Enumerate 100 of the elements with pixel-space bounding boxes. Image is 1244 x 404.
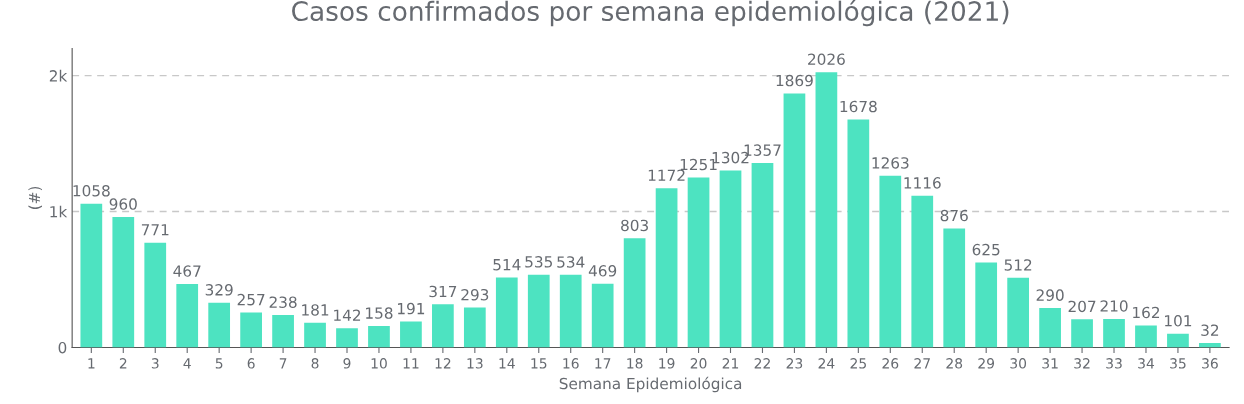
data-label: 1263 xyxy=(872,157,909,169)
bar xyxy=(1039,308,1061,348)
data-label: 1869 xyxy=(776,74,813,87)
bar xyxy=(272,315,294,348)
bar xyxy=(975,262,998,348)
bar xyxy=(911,195,934,348)
bar xyxy=(719,170,742,348)
y-axis-title: (#) xyxy=(28,186,43,210)
bar xyxy=(559,274,582,348)
bar xyxy=(783,93,806,348)
data-label: 238 xyxy=(269,296,297,308)
data-label: 625 xyxy=(972,243,1000,256)
x-tick-label: 11 xyxy=(403,358,419,369)
x-tick-label: 18 xyxy=(627,358,643,369)
y-tick-label: 0 xyxy=(58,341,67,354)
x-tick-label: 15 xyxy=(531,358,547,369)
bar xyxy=(80,203,103,348)
x-tick-label: 27 xyxy=(914,358,930,369)
bar xyxy=(1103,318,1125,348)
x-axis-title: Semana Epidemiológica xyxy=(559,376,742,393)
x-tick-label: 24 xyxy=(818,358,835,369)
data-label: 290 xyxy=(1036,289,1064,301)
x-tick-label: 36 xyxy=(1202,358,1218,369)
data-label: 960 xyxy=(109,198,137,210)
x-tick-label: 35 xyxy=(1170,358,1186,369)
data-label: 210 xyxy=(1100,300,1128,312)
data-label: 181 xyxy=(302,304,329,316)
data-label: 512 xyxy=(1004,259,1032,271)
bar xyxy=(176,283,199,348)
data-label: 876 xyxy=(940,209,968,222)
bar xyxy=(527,274,550,348)
x-tick-label: 20 xyxy=(690,358,707,369)
bar xyxy=(400,321,422,348)
x-tick-label: 16 xyxy=(563,358,579,369)
x-tick-label: 33 xyxy=(1106,358,1122,369)
data-label: 803 xyxy=(621,219,648,232)
data-label: 467 xyxy=(173,265,201,277)
x-tick-label: 26 xyxy=(882,358,899,369)
bar xyxy=(879,175,902,348)
y-tick-label: 2k xyxy=(49,69,68,82)
data-label: 32 xyxy=(1201,324,1219,336)
bar xyxy=(655,188,678,348)
data-label: 158 xyxy=(366,307,393,319)
x-tick-label: 13 xyxy=(467,358,483,369)
x-tick-label: 19 xyxy=(659,358,675,369)
data-label: 191 xyxy=(398,302,425,315)
x-tick-label: 21 xyxy=(722,358,739,369)
x-tick-label: 30 xyxy=(1010,358,1027,369)
data-label: 1058 xyxy=(73,184,110,197)
bar xyxy=(687,177,710,348)
bar xyxy=(304,322,326,348)
bar xyxy=(591,283,614,348)
x-tick-label: 23 xyxy=(786,358,803,369)
data-label: 207 xyxy=(1068,300,1096,313)
data-label: 534 xyxy=(557,256,585,268)
bar xyxy=(1007,277,1030,348)
data-label: 535 xyxy=(525,256,552,268)
x-tick-label: 2 xyxy=(119,358,127,369)
x-tick-label: 9 xyxy=(343,358,351,369)
data-label: 1678 xyxy=(840,100,877,113)
data-label: 771 xyxy=(141,224,169,236)
x-tick-label: 28 xyxy=(946,358,963,369)
bar xyxy=(368,325,390,348)
bar xyxy=(1167,333,1189,348)
chart-title: Casos confirmados por semana epidemiológica (2021) xyxy=(292,0,1009,27)
x-tick-label: 5 xyxy=(215,358,223,369)
x-tick-label: 31 xyxy=(1042,358,1058,369)
bar xyxy=(847,119,870,348)
data-label: 257 xyxy=(237,293,265,306)
bar xyxy=(815,72,838,348)
bar xyxy=(463,307,486,348)
x-tick-label: 32 xyxy=(1074,358,1090,369)
data-label: 317 xyxy=(429,285,457,298)
data-label: 469 xyxy=(588,265,617,277)
data-label: 329 xyxy=(205,284,233,296)
x-tick-label: 22 xyxy=(754,358,770,369)
data-label: 2026 xyxy=(808,53,845,65)
y-tick-label: 1k xyxy=(50,205,68,218)
bar xyxy=(495,277,518,348)
bar xyxy=(336,328,358,348)
x-tick-label: 17 xyxy=(595,358,611,369)
x-tick-label: 6 xyxy=(247,358,255,369)
bar xyxy=(943,228,966,348)
bar xyxy=(1071,319,1093,348)
x-tick-label: 34 xyxy=(1138,358,1155,369)
bar xyxy=(1135,325,1157,348)
x-tick-label: 1 xyxy=(88,358,95,369)
bar xyxy=(208,302,231,348)
x-tick-label: 8 xyxy=(311,358,319,369)
x-tick-label: 4 xyxy=(183,358,191,369)
bar xyxy=(432,304,454,348)
x-tick-label: 25 xyxy=(850,358,866,369)
x-tick-label: 7 xyxy=(279,358,287,369)
x-tick-label: 12 xyxy=(435,358,451,369)
x-tick-label: 10 xyxy=(371,358,387,369)
bar xyxy=(1199,343,1221,348)
data-label: 293 xyxy=(461,288,489,301)
bar xyxy=(751,163,774,348)
data-label: 162 xyxy=(1133,306,1160,319)
data-label: 142 xyxy=(334,309,361,321)
